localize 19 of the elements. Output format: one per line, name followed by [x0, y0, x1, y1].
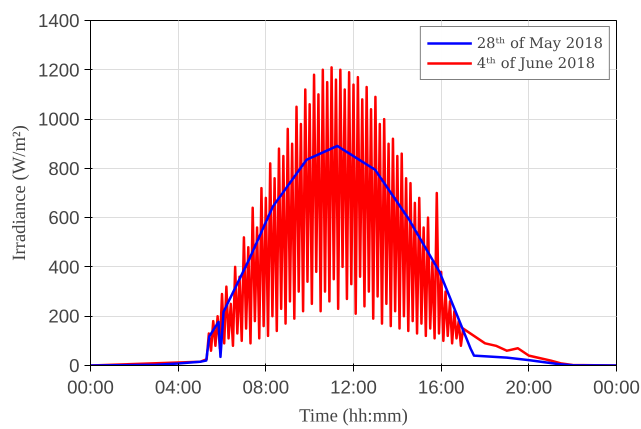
y-tick-label: 800 [48, 158, 80, 179]
y-tick-label: 400 [48, 256, 80, 278]
x-tick-label: 00:00 [593, 376, 640, 398]
x-tick-label: 12:00 [330, 376, 377, 398]
legend-label: 28ᵗʰ of May 2018 [476, 34, 603, 52]
y-tick-label: 1000 [38, 108, 80, 130]
x-tick-label: 04:00 [154, 376, 202, 398]
x-tick-label: 20:00 [505, 376, 552, 398]
y-axis-title: Irradiance (W/m²) [8, 125, 30, 261]
x-tick-label: 00:00 [67, 376, 114, 398]
x-tick-label: 16:00 [418, 376, 465, 398]
y-tick-label: 1200 [38, 59, 80, 80]
y-tick-label: 0 [69, 355, 80, 376]
x-tick-label: 08:00 [242, 376, 290, 398]
legend-label: 4ᵗʰ of June 2018 [476, 54, 596, 72]
x-axis-title: Time (hh:mm) [299, 406, 408, 426]
y-tick-label: 1400 [38, 10, 80, 31]
y-tick-label: 200 [48, 306, 80, 327]
y-tick-label: 600 [48, 207, 80, 228]
